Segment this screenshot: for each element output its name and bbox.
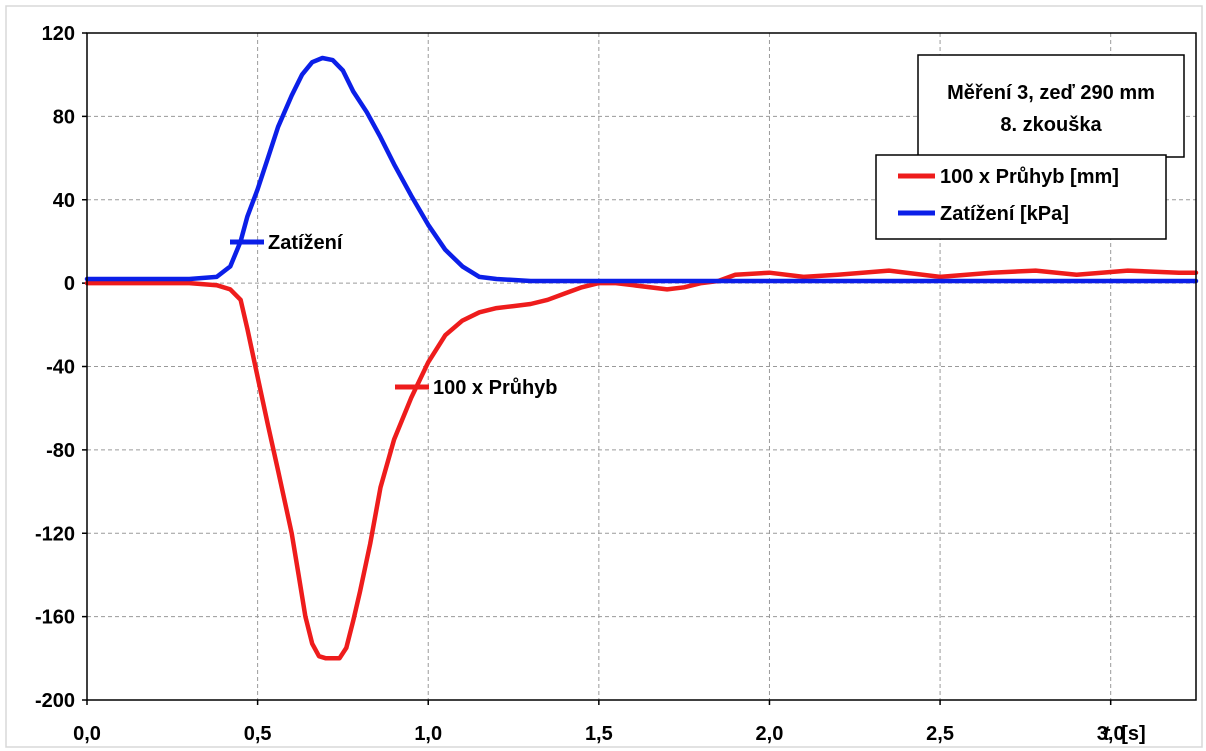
x-axis-tick-labels: 0,0 0,5 1,0 1,5 2,0 2,5 3,0 [73, 723, 1125, 745]
legend-label-deflection: 100 x Průhyb [mm] [940, 166, 1119, 188]
y-tick-label: -200 [35, 690, 75, 712]
legend-label-load: Zatížení [kPa] [940, 203, 1069, 225]
inline-label-load-text: Zatížení [268, 232, 344, 254]
inline-label-deflection: 100 x Průhyb [395, 377, 558, 399]
chart-title: Měření 3, zeď 290 mm [947, 82, 1155, 104]
x-tick-label: 3,0 [1097, 723, 1125, 745]
chart-frame [5, 5, 1203, 748]
inline-label-deflection-text: 100 x Průhyb [433, 377, 558, 399]
y-tick-label: -80 [46, 440, 75, 462]
y-tick-label: 40 [53, 190, 75, 212]
inline-label-load: Zatížení [230, 232, 344, 254]
x-axis-label-italic: t [1103, 723, 1111, 745]
title-box-frame [917, 54, 1185, 158]
x-tick-label: 0,0 [73, 723, 101, 745]
y-tick-label: 80 [53, 106, 75, 128]
x-tick-label: 2,5 [926, 723, 954, 745]
x-tick-label: 2,0 [756, 723, 784, 745]
x-tick-label: 0,5 [244, 723, 272, 745]
legend-frame [875, 154, 1167, 240]
x-axis-label: t [s] [1103, 723, 1146, 745]
y-tick-label: 120 [42, 23, 75, 45]
y-tick-label: -40 [46, 357, 75, 379]
y-tick-label: 0 [64, 273, 75, 295]
chart-subtitle: 8. zkouška [1000, 114, 1102, 136]
plot-area-border [86, 32, 1197, 701]
y-axis-tick-labels: 120 80 40 0 -40 -80 -120 -160 -200 [35, 23, 75, 712]
x-tick-label: 1,0 [414, 723, 442, 745]
x-tick-label: 1,5 [585, 723, 613, 745]
deflection-series-line [84, 268, 1199, 661]
y-tick-label: -120 [35, 523, 75, 545]
series-lines [84, 55, 1199, 661]
legend: 100 x Průhyb [mm] Zatížení [kPa] [875, 154, 1167, 240]
x-axis-label-unit: [s] [1121, 723, 1145, 745]
y-tick-label: -160 [35, 607, 75, 629]
title-box: Měření 3, zeď 290 mm 8. zkouška [917, 54, 1185, 158]
load-series-line [84, 55, 1199, 284]
